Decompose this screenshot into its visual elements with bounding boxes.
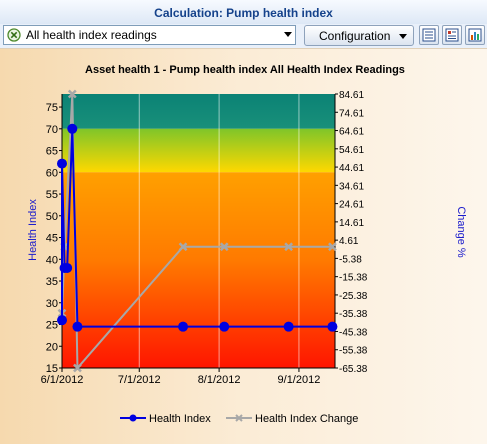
y-left-tick-label: 20 <box>46 341 58 353</box>
y-left-tick-label: 30 <box>46 298 58 310</box>
y-right-tick-label: 84.61 <box>339 90 364 101</box>
series-health-index <box>61 128 333 328</box>
y-right-tick-label: 4.61 <box>339 236 359 247</box>
change-point <box>284 242 294 252</box>
series-health-index-change <box>61 93 333 371</box>
details-view-button[interactable] <box>442 25 462 45</box>
band-yellow-green <box>62 128 335 173</box>
details-view-icon <box>445 28 459 42</box>
x-tick-label: 7/1/2012 <box>118 374 161 386</box>
health-index-point <box>57 315 67 326</box>
clear-filter-icon[interactable] <box>7 28 21 42</box>
y-left-tick-label: 75 <box>46 102 58 114</box>
y-right-tick-label: -15.38 <box>339 273 368 284</box>
y-right-tick-label: -5.38 <box>339 254 362 265</box>
band-orange-to-red <box>62 172 335 368</box>
bar-chart-icon <box>468 28 482 42</box>
chart-view-button[interactable] <box>465 25 485 45</box>
y-left-tick-label: 35 <box>46 276 58 288</box>
y-left-tick-label: 55 <box>46 189 58 201</box>
legend-change-marker <box>235 414 243 422</box>
health-index-point <box>67 123 78 134</box>
y-right-tick-label: 64.61 <box>339 127 364 138</box>
y-right-tick-label: 14.61 <box>339 218 364 229</box>
change-point <box>178 242 188 252</box>
y-right-tick-label: -25.38 <box>339 291 368 302</box>
legend-health-index: Health Index <box>149 413 211 425</box>
change-point <box>219 242 229 252</box>
list-view-icon <box>422 28 436 42</box>
change-point <box>328 242 337 252</box>
health-index-point <box>219 321 230 332</box>
y-right-tick-label: -65.38 <box>339 364 368 375</box>
y-left-tick-label: 60 <box>46 167 58 179</box>
readings-selector-value: All health index readings <box>26 28 157 42</box>
y-left-tick-label: 40 <box>46 254 58 266</box>
y-right-tick-label: 74.61 <box>339 108 364 119</box>
configuration-button[interactable]: Configuration <box>304 25 414 46</box>
change-point <box>73 363 82 373</box>
change-point <box>67 89 77 99</box>
x-tick-label: 8/1/2012 <box>198 374 241 386</box>
band-teal <box>62 94 335 129</box>
y-left-tick-label: 45 <box>46 233 58 245</box>
legend-health-index-change: Health Index Change <box>255 413 358 425</box>
chevron-down-icon[interactable] <box>284 32 292 37</box>
y-left-tick-label: 15 <box>46 363 58 375</box>
readings-selector[interactable]: All health index readings <box>3 25 296 45</box>
y-right-tick-label: 34.61 <box>339 181 364 192</box>
chart-title: Asset health 1 - Pump health index All H… <box>85 64 405 76</box>
health-index-point <box>327 321 338 332</box>
legend-health-index-marker <box>129 414 137 422</box>
chevron-down-icon <box>399 34 407 39</box>
window-title: Calculation: Pump health index <box>154 6 333 20</box>
x-tick-label: 9/1/2012 <box>278 374 321 386</box>
health-index-point <box>283 321 294 332</box>
y-left-tick-label: 65 <box>46 146 58 158</box>
y-right-tick-label: 44.61 <box>339 163 364 174</box>
y-left-axis-label: Health Index <box>27 199 39 261</box>
configuration-label: Configuration <box>319 29 391 43</box>
toolbar: All health index readings Configuration <box>0 24 487 49</box>
y-left-tick-label: 25 <box>46 320 58 332</box>
health-index-point <box>72 321 83 332</box>
health-index-point <box>62 262 73 273</box>
y-right-tick-label: -55.38 <box>339 346 368 357</box>
y-left-tick-label: 50 <box>46 211 58 223</box>
list-view-button[interactable] <box>419 25 439 45</box>
y-left-tick-label: 70 <box>46 124 58 136</box>
y-right-tick-label: -35.38 <box>339 309 368 320</box>
health-index-point <box>57 158 67 169</box>
y-right-tick-label: 54.61 <box>339 145 364 156</box>
x-tick-label: 6/1/2012 <box>41 374 84 386</box>
y-right-tick-label: -45.38 <box>339 327 368 338</box>
health-index-point <box>178 321 189 332</box>
y-right-axis-label: Change % <box>455 206 467 258</box>
legend: Health Index Health Index Change <box>120 413 358 425</box>
y-right-tick-label: 24.61 <box>339 200 364 211</box>
